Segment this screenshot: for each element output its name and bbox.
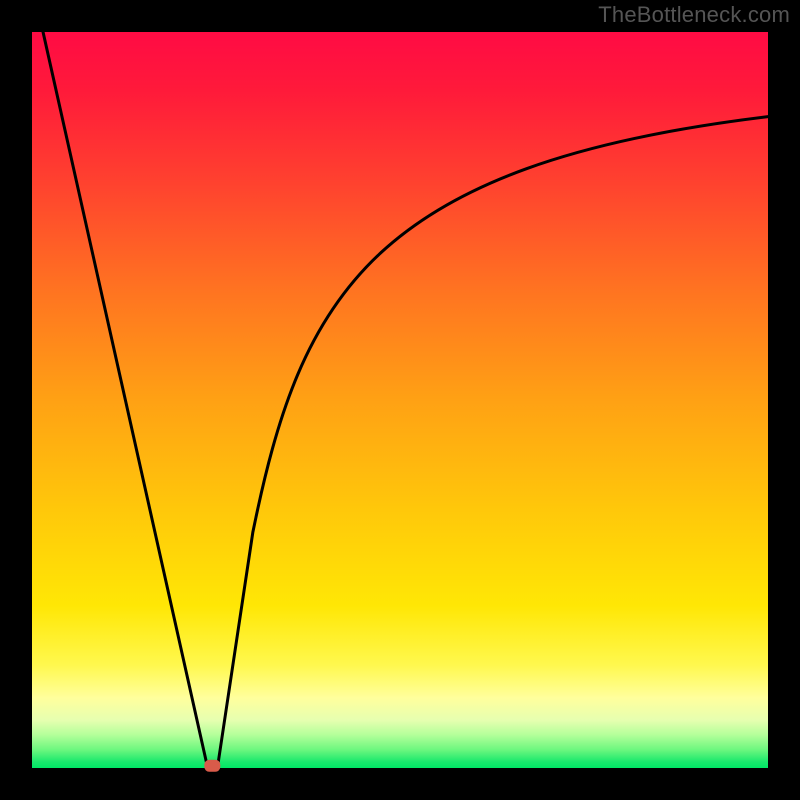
chart-svg: [0, 0, 800, 800]
plot-background: [32, 32, 768, 768]
minimum-marker: [204, 760, 220, 772]
watermark-text: TheBottleneck.com: [598, 2, 790, 28]
chart-canvas: TheBottleneck.com: [0, 0, 800, 800]
